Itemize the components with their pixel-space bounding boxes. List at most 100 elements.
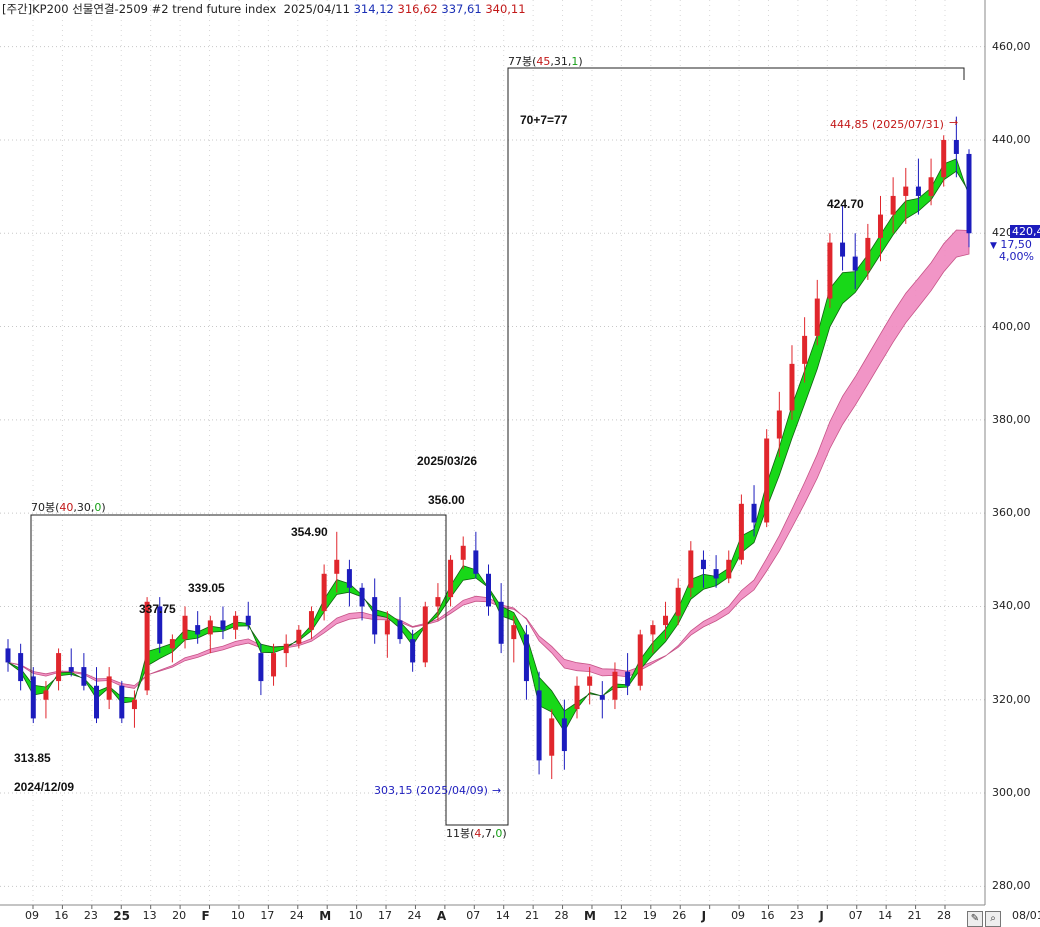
candle: [561, 699, 567, 770]
candle: [30, 667, 36, 724]
candle: [43, 681, 49, 719]
y-tick-label: 400,00: [992, 319, 1031, 333]
label-424: 424.70: [827, 197, 864, 211]
period-high-label: 444,85 (2025/07/31): [830, 118, 944, 131]
candle: [700, 550, 706, 588]
x-tick-label: M: [583, 909, 596, 923]
candle-body: [18, 653, 24, 682]
candle: [321, 564, 327, 621]
candle: [852, 233, 858, 290]
slow-trend-band: [7, 229, 970, 689]
candle-body: [915, 186, 921, 196]
last-price-badge: 420,40: [1010, 225, 1040, 238]
chart-header: [주간]KP200 선물연결-2509 #2 trend future inde…: [2, 1, 526, 17]
candle: [131, 690, 137, 728]
x-tick-label: J: [819, 909, 824, 923]
low-2024-date: 2024/12/09: [14, 780, 75, 794]
x-tick-label: 14: [495, 909, 510, 922]
candle-body: [523, 634, 529, 682]
candle-body: [561, 718, 567, 752]
x-tick-label: 23: [789, 909, 804, 922]
candle-body: [473, 550, 479, 574]
candle-body: [852, 256, 858, 271]
candle-body: [258, 653, 264, 682]
candle-body: [587, 676, 593, 686]
candle-body: [372, 597, 378, 635]
pencil-icon[interactable]: ✎: [967, 911, 983, 927]
candle-body: [637, 634, 643, 686]
candle: [574, 676, 580, 719]
x-tick-label: 28: [937, 909, 951, 922]
candle-series: [5, 116, 972, 780]
candle-body: [486, 573, 491, 607]
candle-body: [903, 186, 909, 196]
box-70-bars: [30, 514, 447, 680]
candle-body: [688, 550, 694, 588]
candle-body: [511, 625, 517, 640]
candle: [195, 611, 201, 644]
candle-body: [271, 653, 277, 677]
candle-body: [536, 690, 542, 761]
candle-body: [119, 685, 125, 719]
candle: [296, 625, 302, 649]
candle-body: [549, 718, 555, 756]
candle-body: [751, 503, 757, 523]
candle: [713, 555, 719, 588]
magnifier-icon[interactable]: ⌕: [985, 911, 1001, 927]
x-tick-label: 08/01: [1012, 909, 1040, 922]
candle: [448, 555, 454, 607]
period-tag: [주간]: [2, 2, 33, 16]
candle: [764, 429, 770, 528]
candle-body: [625, 671, 631, 686]
candle: [144, 597, 150, 696]
candle-body: [460, 545, 466, 560]
candle: [233, 611, 239, 640]
candle-body: [700, 559, 706, 570]
candle-body: [220, 620, 226, 630]
candle: [359, 583, 365, 621]
candle: [625, 653, 631, 696]
candle-body: [207, 620, 213, 635]
candle: [549, 709, 555, 780]
candle: [473, 531, 479, 579]
x-tick-label: 10: [230, 909, 245, 922]
candle-body: [422, 606, 428, 663]
x-axis-ticks: [32, 905, 946, 909]
change-value: ▼ 17,50: [990, 238, 1032, 251]
candle-body: [890, 195, 896, 215]
candle: [675, 578, 681, 626]
candle: [827, 233, 833, 308]
candle: [372, 578, 378, 644]
candle: [738, 494, 744, 565]
x-tick-label: 07: [466, 909, 481, 922]
x-tick-label: F: [201, 909, 210, 923]
x-tick-label: 28: [554, 909, 569, 922]
box-77-bars: [507, 67, 965, 780]
y-tick-label: 440,00: [992, 132, 1031, 146]
x-tick-label: 23: [83, 909, 98, 922]
candle-body: [359, 587, 365, 607]
candle: [953, 116, 959, 178]
x-tick-label: 07: [848, 909, 863, 922]
x-tick-label: 17: [260, 909, 275, 922]
candle-body: [410, 639, 416, 663]
candle-body: [877, 214, 883, 238]
candle-body: [346, 569, 352, 588]
low-2024-label: 313.85: [14, 751, 51, 765]
candle: [802, 317, 808, 383]
candle: [422, 601, 428, 668]
x-tick-label: 19: [642, 909, 657, 922]
candle-body: [5, 648, 11, 663]
candle-body: [56, 653, 62, 682]
candle: [776, 391, 782, 458]
x-tick-label: 20: [172, 909, 187, 922]
candle: [789, 345, 795, 420]
candle: [663, 601, 669, 640]
candle-body: [840, 242, 846, 257]
candle: [599, 681, 605, 719]
x-tick-label: 21: [525, 909, 540, 922]
range-boxes: [30, 67, 965, 826]
candle: [814, 279, 820, 346]
candle-body: [941, 139, 947, 178]
